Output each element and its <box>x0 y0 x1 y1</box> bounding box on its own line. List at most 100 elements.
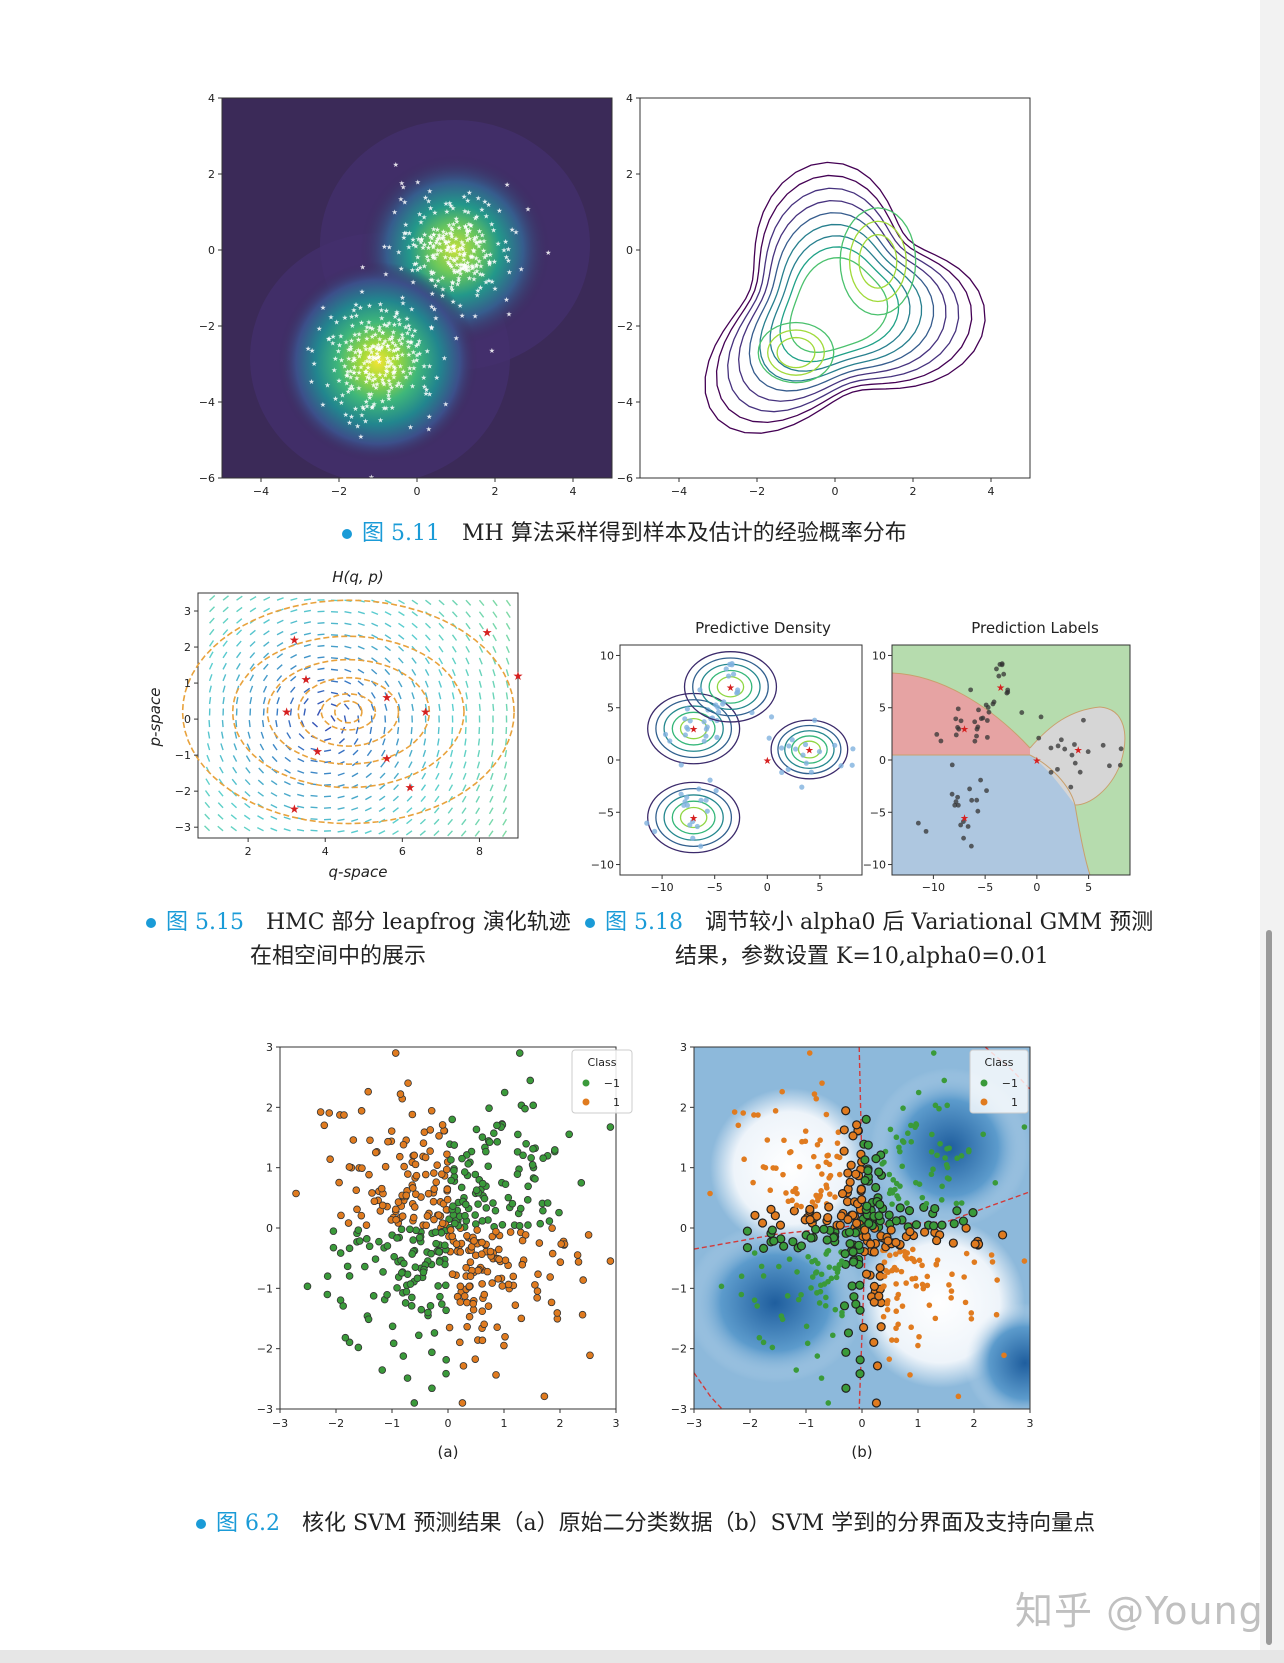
sample-star: ★ <box>451 267 457 275</box>
field-arrow <box>380 761 386 768</box>
bottom-strip <box>0 1650 1284 1663</box>
field-arrow <box>257 815 264 820</box>
field-arrow <box>330 645 339 648</box>
y-tick-label: 1 <box>184 677 191 690</box>
field-arrow <box>303 643 311 647</box>
data-point <box>517 1314 526 1323</box>
data-point <box>366 1136 374 1145</box>
field-arrow <box>408 749 413 757</box>
sample-star: ★ <box>429 270 435 278</box>
sample-star: ★ <box>464 259 470 267</box>
field-arrow <box>244 779 251 786</box>
sample-star: ★ <box>364 374 370 382</box>
data-point <box>915 820 921 826</box>
field-arrow <box>370 715 373 723</box>
sample-star: ★ <box>429 324 435 332</box>
sample-star: ★ <box>368 344 374 352</box>
sample-star: ★ <box>395 345 401 353</box>
data-point <box>415 1233 424 1242</box>
field-arrow <box>310 747 318 751</box>
support-vector <box>905 1227 915 1237</box>
sample-star: ★ <box>483 212 489 220</box>
data-point <box>772 1108 779 1114</box>
field-arrow <box>502 807 508 815</box>
field-arrow <box>371 668 378 675</box>
field-arrow <box>438 634 444 641</box>
field-arrow <box>398 599 405 605</box>
sample-star: ★ <box>448 225 454 233</box>
data-point <box>466 1272 475 1281</box>
sample-star: ★ <box>460 241 466 249</box>
y-tick-label: 0 <box>879 754 886 767</box>
sample-star: ★ <box>486 261 492 269</box>
data-point <box>779 745 785 751</box>
sample-star: ★ <box>445 243 451 251</box>
sample-star: ★ <box>367 358 373 366</box>
data-point <box>458 1399 467 1407</box>
scrollbar[interactable] <box>1266 930 1272 1645</box>
sample-star: ★ <box>338 399 344 407</box>
data-point <box>817 1137 823 1144</box>
data-point <box>410 1203 419 1211</box>
boundary-line <box>694 1372 723 1409</box>
x-tick-label: 4 <box>988 485 995 498</box>
support-vector <box>796 1241 807 1251</box>
data-point <box>437 1170 446 1178</box>
field-arrow <box>398 645 405 652</box>
field-arrow <box>297 793 305 797</box>
data-point <box>955 802 961 808</box>
data-point <box>442 1369 450 1378</box>
sample-star: ★ <box>383 270 389 278</box>
field-arrow <box>276 642 284 647</box>
data-point <box>944 1102 951 1109</box>
sample-star: ★ <box>477 270 483 278</box>
sample-star: ★ <box>389 404 395 412</box>
support-vector <box>849 1292 859 1302</box>
field-arrow <box>448 784 454 792</box>
data-point <box>919 1194 926 1201</box>
sample-star: ★ <box>447 255 453 263</box>
sample-star: ★ <box>457 251 463 259</box>
contour-line <box>779 246 900 363</box>
sample-star: ★ <box>433 314 439 322</box>
field-arrow <box>465 599 472 606</box>
field-arrow <box>234 731 238 739</box>
sample-star: ★ <box>305 345 311 353</box>
data-point <box>480 1320 488 1329</box>
field-arrow <box>209 617 215 624</box>
density-contour <box>770 719 849 780</box>
sample-star: ★ <box>386 362 392 370</box>
data-point <box>969 797 975 803</box>
data-point <box>435 1258 444 1266</box>
data-point <box>961 819 966 824</box>
support-vector <box>845 1177 855 1187</box>
support-vector <box>758 1243 769 1253</box>
data-point <box>413 1274 422 1283</box>
data-point <box>749 709 755 716</box>
data-point <box>460 1168 469 1176</box>
sample-star: ★ <box>427 233 433 241</box>
sample-star: ★ <box>368 390 374 398</box>
data-point <box>389 1339 398 1348</box>
data-point <box>786 1256 793 1262</box>
data-point <box>793 746 799 752</box>
field-arrow <box>316 708 322 716</box>
field-arrow <box>478 680 482 688</box>
data-point <box>534 1270 542 1279</box>
x-tick-label: −5 <box>707 881 723 894</box>
y-tick-label: −6 <box>200 472 215 485</box>
field-arrow <box>219 766 224 774</box>
sample-star: ★ <box>344 368 350 376</box>
sample-star: ★ <box>352 356 358 364</box>
data-point <box>946 1176 952 1182</box>
component-mean-star: ★ <box>689 814 698 825</box>
sample-star: ★ <box>417 210 423 218</box>
data-point <box>785 1198 792 1205</box>
field-arrow <box>398 611 405 617</box>
data-point <box>336 1249 345 1257</box>
sample-star: ★ <box>400 184 406 192</box>
data-point <box>408 1110 417 1119</box>
sample-star: ★ <box>355 346 361 354</box>
sample-star: ★ <box>431 306 437 314</box>
data-point <box>909 1276 915 1282</box>
